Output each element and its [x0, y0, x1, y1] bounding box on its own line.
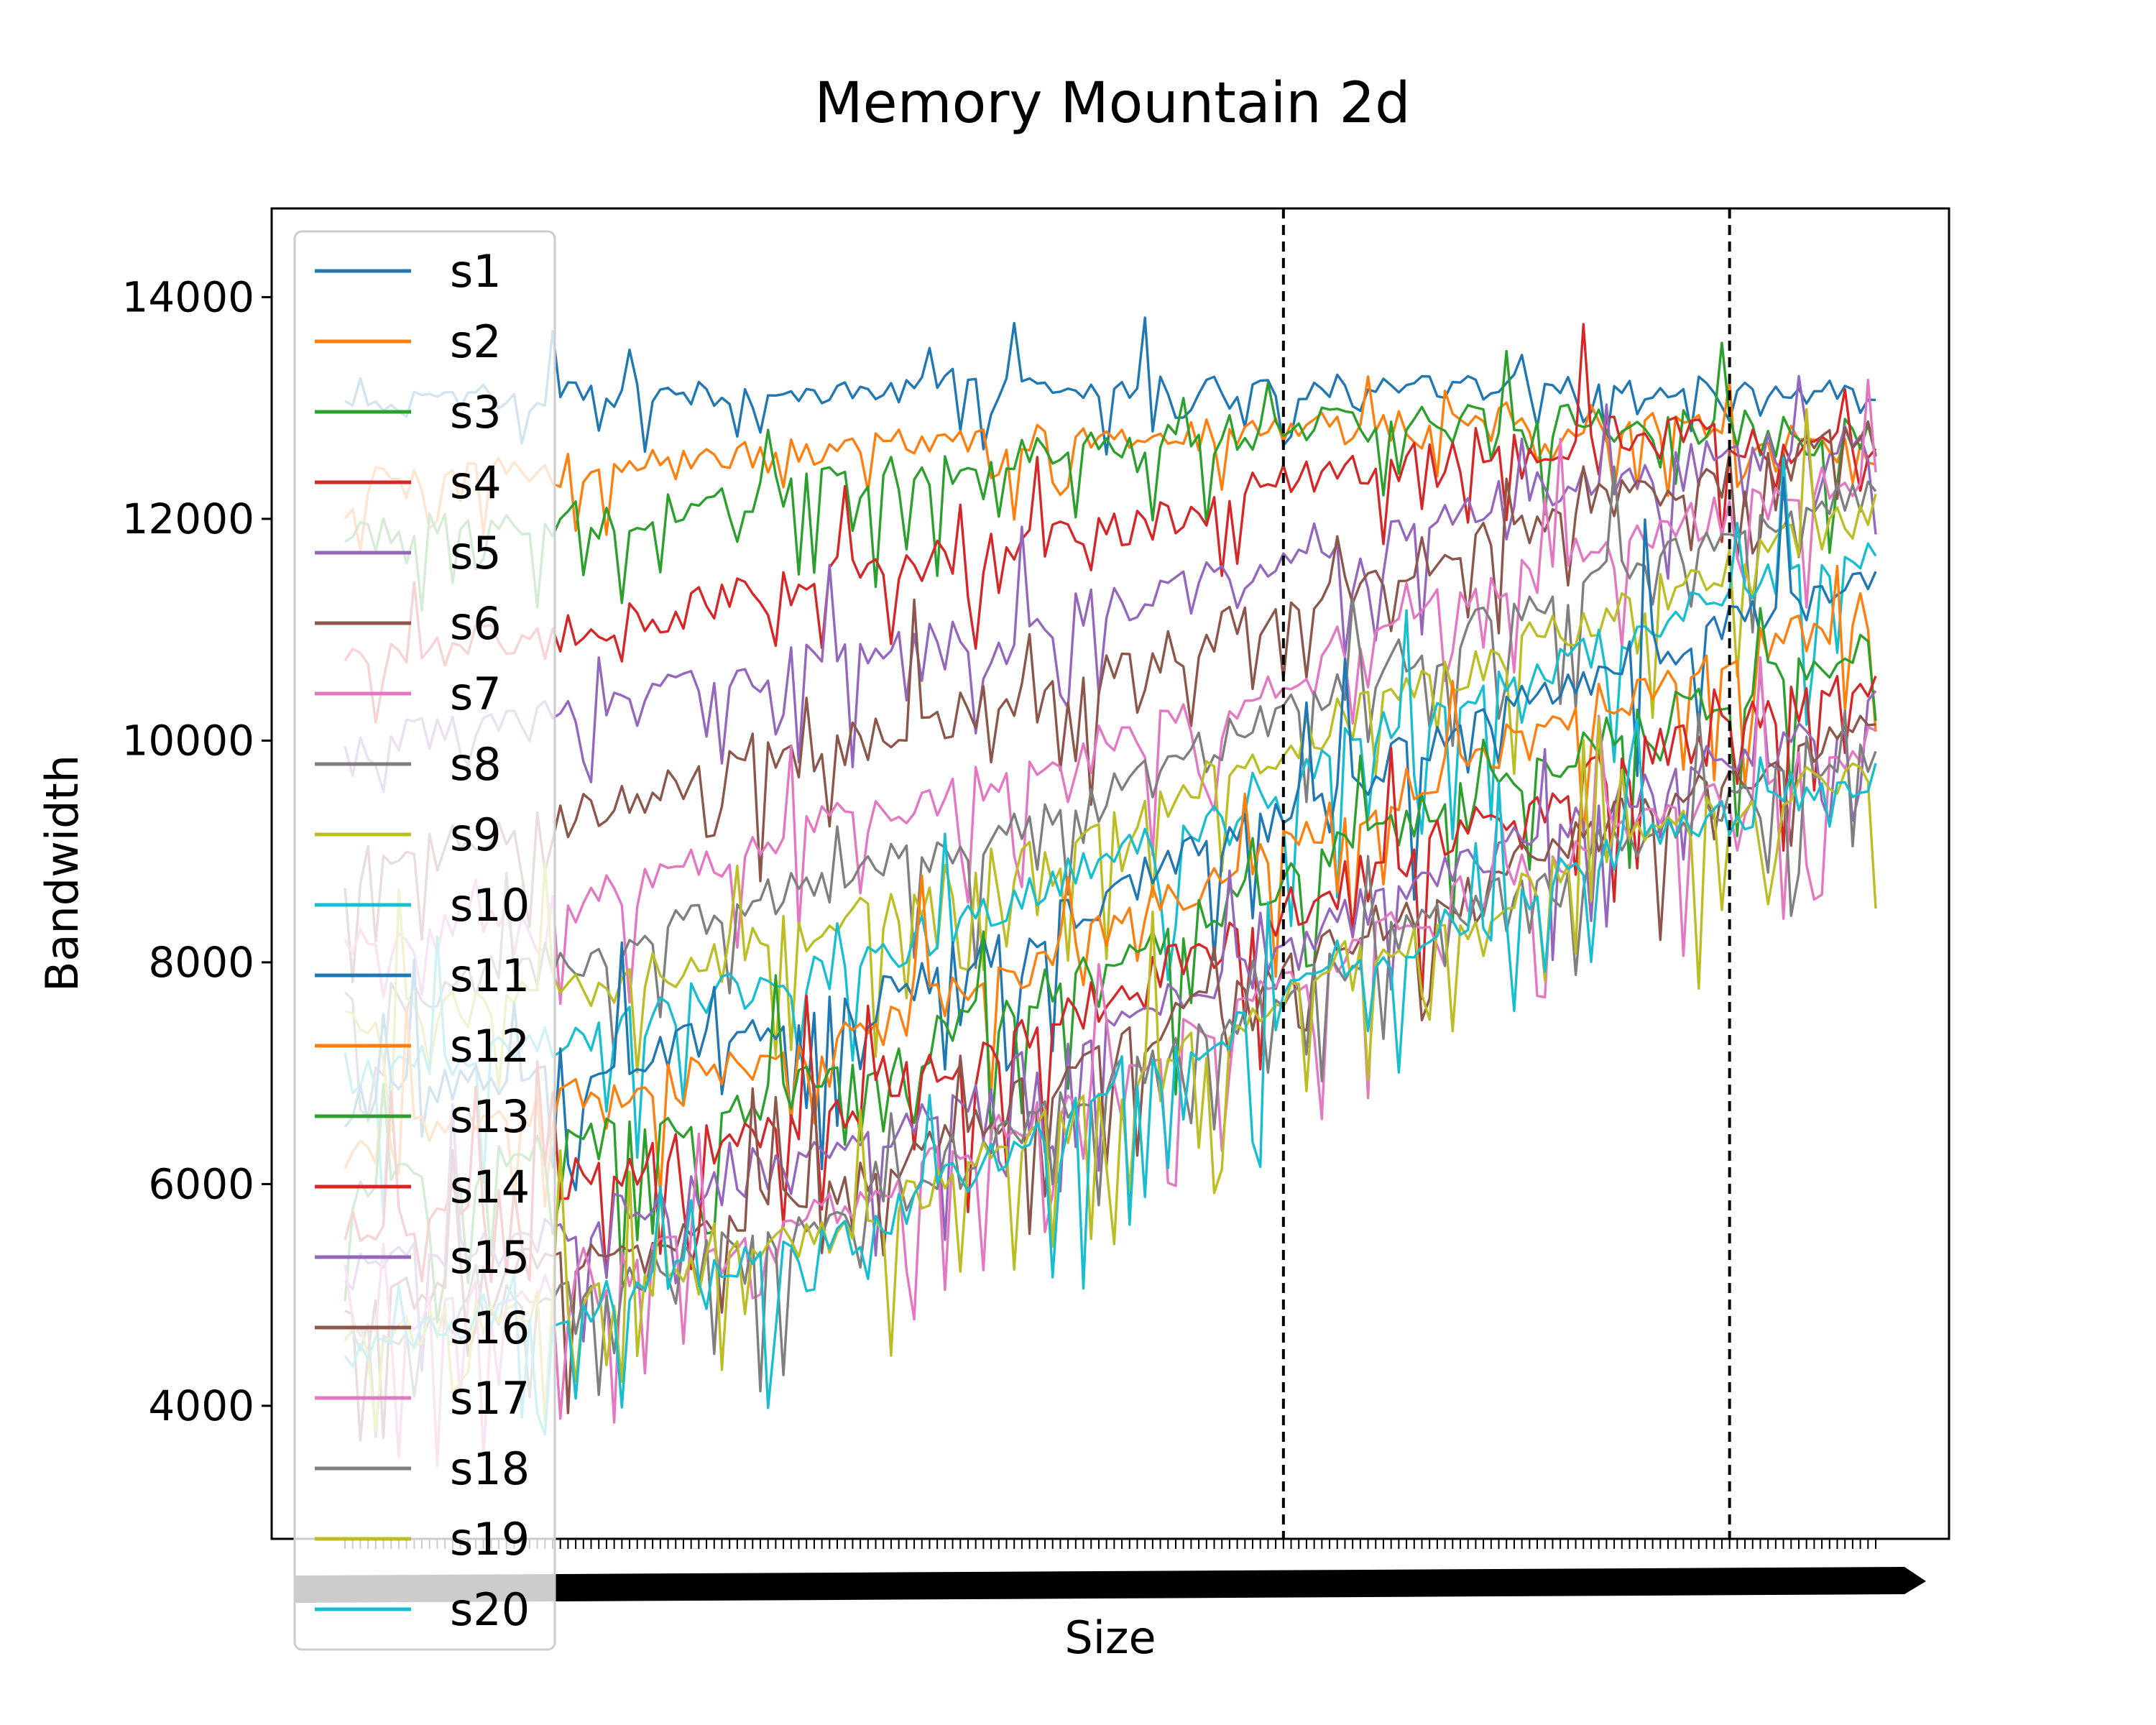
chart-title: Memory Mountain 2d [814, 71, 1410, 136]
y-tick-label: 8000 [148, 938, 254, 987]
legend-label-s11: s11 [450, 949, 530, 1002]
legend-label-s3: s3 [450, 386, 502, 438]
legend-label-s14: s14 [450, 1161, 530, 1213]
series-lines [344, 316, 1877, 1468]
y-tick-label: 10000 [121, 716, 254, 765]
series-line-s8 [344, 465, 1877, 1118]
y-tick-label: 4000 [148, 1381, 254, 1430]
legend-label-s10: s10 [450, 879, 530, 932]
series-line-s13 [344, 607, 1877, 1324]
legend-label-s4: s4 [450, 456, 502, 509]
legend-label-s8: s8 [450, 738, 502, 791]
series-line-s6 [344, 420, 1877, 983]
series-line-s5 [344, 374, 1877, 794]
series-line-s12 [344, 564, 1877, 1208]
legend-box [293, 230, 556, 1651]
y-tick-label: 6000 [148, 1159, 254, 1208]
legend-label-s15: s15 [450, 1231, 530, 1284]
series-line-s11 [344, 476, 1877, 1192]
legend-label-s2: s2 [450, 316, 502, 368]
legend-label-s12: s12 [450, 1020, 530, 1072]
legend-label-s7: s7 [450, 668, 502, 720]
legend-label-s16: s16 [450, 1302, 530, 1354]
legend-label-s6: s6 [450, 597, 502, 650]
series-line-s3 [344, 341, 1877, 612]
y-tick-label: 12000 [121, 494, 254, 543]
legend-label-s13: s13 [450, 1090, 530, 1143]
plot-frame [270, 207, 1950, 1540]
series-line-s9 [344, 408, 1877, 1132]
legend: s1 s2 s3 s4 s5 s6 s7 s8 s9 s10 s11 s12 s13 s14 s15 s16 s… [293, 230, 556, 1651]
series-line-s20 [344, 718, 1877, 1436]
legend-label-s18: s18 [450, 1443, 530, 1495]
x-tick-labels [295, 1567, 1926, 1603]
y-axis-label: Bandwidth [36, 755, 88, 992]
series-line-s4 [344, 323, 1877, 724]
legend-label-s9: s9 [450, 809, 502, 861]
legend-label-s19: s19 [450, 1513, 530, 1565]
x-axis-label: Size [1064, 1611, 1156, 1664]
legend-label-s1: s1 [450, 245, 502, 298]
y-tick-label: 14000 [121, 272, 254, 321]
y-axis: 4000 6000 8000 10000 12000 14000 [121, 272, 272, 1430]
x-axis-ticks [295, 1539, 1926, 1603]
legend-label-s17: s17 [450, 1372, 530, 1425]
series-line-s10 [344, 456, 1877, 1215]
series-line-s1 [344, 316, 1876, 456]
series-line-s19 [344, 717, 1877, 1432]
legend-label-s5: s5 [450, 527, 502, 579]
break-lines [1281, 208, 1731, 1539]
legend-label-s20: s20 [450, 1583, 530, 1636]
series-line-s7 [344, 378, 1877, 1006]
series-line-s16 [344, 714, 1876, 1442]
